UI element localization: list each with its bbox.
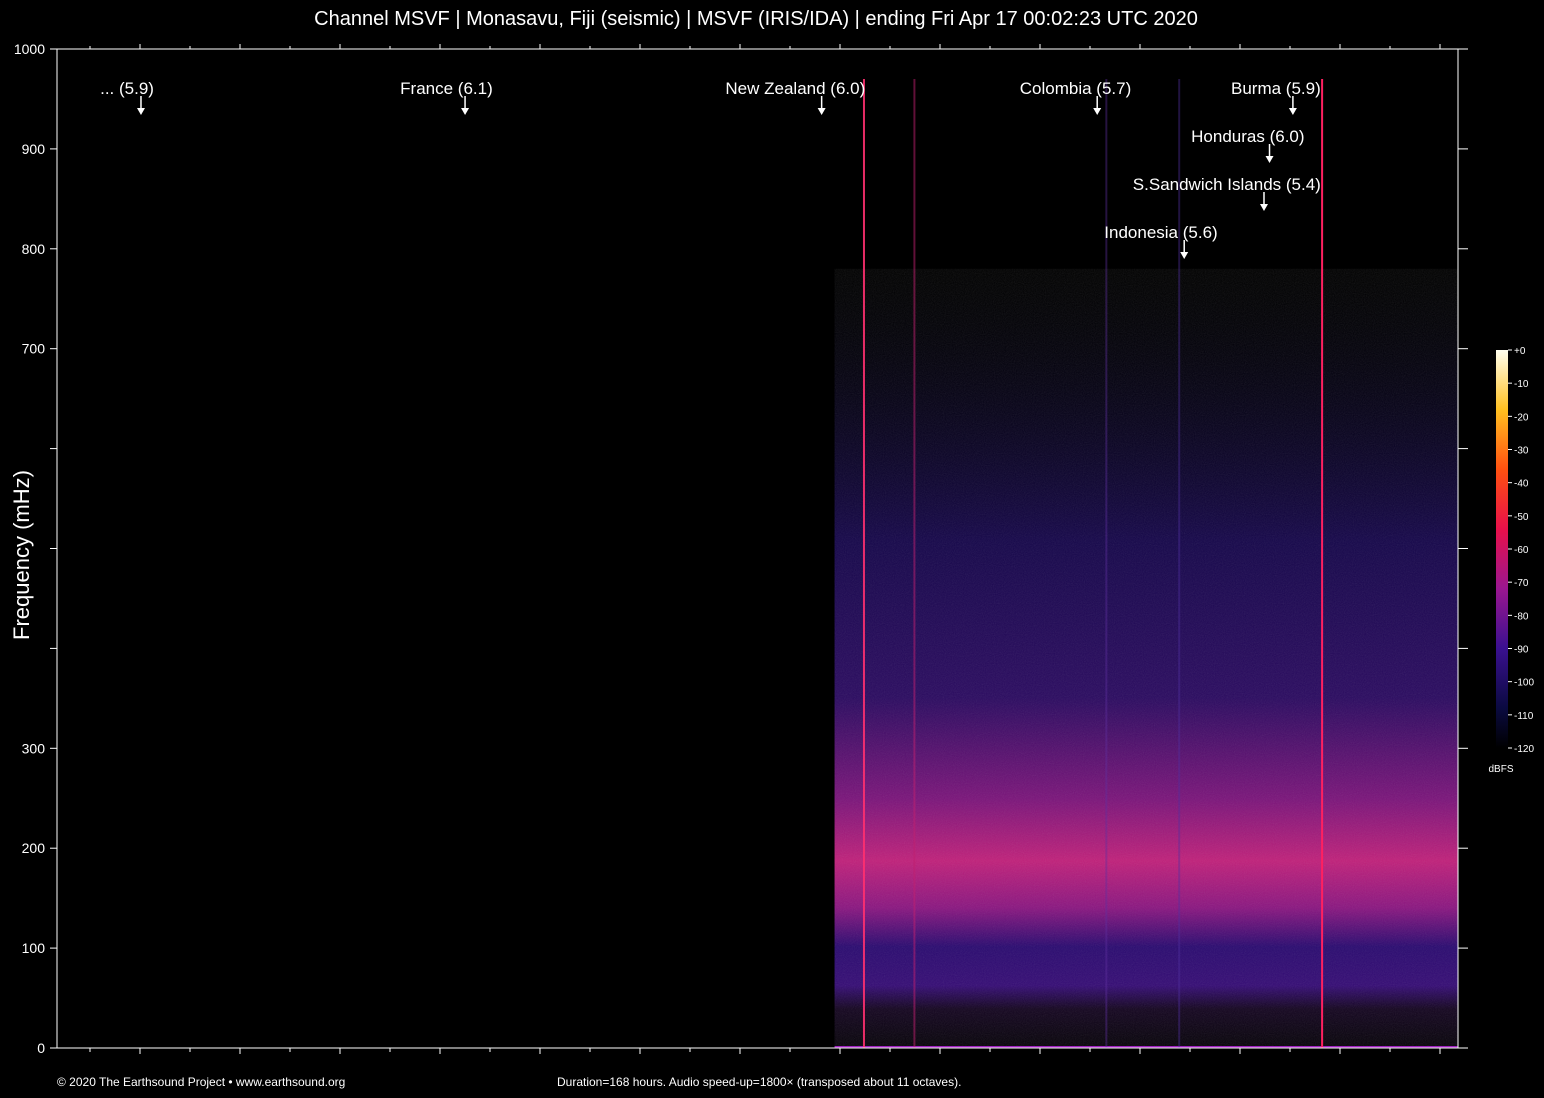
- event-label: Burma (5.9): [1231, 79, 1321, 98]
- event-label: S.Sandwich Islands (5.4): [1133, 175, 1321, 194]
- colorbar-gradient: [1496, 350, 1508, 748]
- colorbar-tick-label: -30: [1514, 446, 1529, 457]
- y-tick-label: 200: [22, 840, 46, 856]
- event-arrow-head: [461, 108, 470, 115]
- colorbar-tick-label: -120: [1514, 744, 1534, 755]
- event-arrow-head: [1265, 156, 1274, 163]
- event-annotation: S.Sandwich Islands (5.4): [1133, 175, 1321, 211]
- event-annotation: ... (5.9): [100, 79, 154, 115]
- colorbar-tick-label: -100: [1514, 678, 1534, 689]
- y-tick-label: 0: [37, 1040, 45, 1056]
- event-annotation: Burma (5.9): [1231, 79, 1321, 115]
- event-annotation: Honduras (6.0): [1191, 127, 1305, 163]
- event-arrow-head: [1180, 252, 1189, 259]
- colorbar-tick-label: -60: [1514, 545, 1529, 556]
- event-arrow-head: [136, 108, 145, 115]
- event-arrow-head: [1093, 108, 1102, 115]
- event-label: Indonesia (5.6): [1104, 223, 1217, 242]
- colorbar-tick-label: -90: [1514, 645, 1529, 656]
- y-tick-label: 300: [22, 740, 46, 756]
- event-annotation: Colombia (5.7): [1020, 79, 1132, 115]
- colorbar-tick-label: -70: [1514, 578, 1529, 589]
- event-annotation: Indonesia (5.6): [1104, 223, 1218, 259]
- colorbar-tick-label: +0: [1514, 346, 1526, 357]
- event-annotation: France (6.1): [400, 79, 493, 115]
- colorbar-tick-label: -40: [1514, 479, 1529, 490]
- y-tick-label: 900: [22, 141, 46, 157]
- event-arrow-head: [1259, 204, 1268, 211]
- duration-info: Duration=168 hours. Audio speed-up=1800×…: [557, 1075, 962, 1089]
- event-label: France (6.1): [400, 79, 493, 98]
- event-arrow-head: [1288, 108, 1297, 115]
- y-tick-label: 100: [22, 940, 46, 956]
- chart-title: Channel MSVF | Monasavu, Fiji (seismic) …: [314, 8, 1198, 30]
- colorbar-tick-label: -50: [1514, 512, 1529, 523]
- spectrogram-speckle: [834, 268, 1458, 1048]
- colorbar-tick-label: -110: [1514, 711, 1534, 722]
- event-label: Colombia (5.7): [1020, 79, 1132, 98]
- event-label: ... (5.9): [100, 79, 154, 98]
- y-tick-label: 800: [22, 241, 46, 257]
- event-label: New Zealand (6.0): [725, 79, 865, 98]
- colorbar-tick-label: -20: [1514, 412, 1529, 423]
- colorbar-tick-label: -10: [1514, 379, 1529, 390]
- y-tick-label: 700: [22, 341, 46, 357]
- colorbar-tick-label: -80: [1514, 611, 1529, 622]
- copyright-footer: © 2020 The Earthsound Project • www.eart…: [57, 1075, 346, 1089]
- event-arrow-head: [817, 108, 826, 115]
- colorbar-label: dBFS: [1488, 764, 1513, 775]
- y-tick-label: 1000: [14, 41, 45, 57]
- event-label: Honduras (6.0): [1191, 127, 1304, 146]
- event-annotation: New Zealand (6.0): [725, 79, 865, 115]
